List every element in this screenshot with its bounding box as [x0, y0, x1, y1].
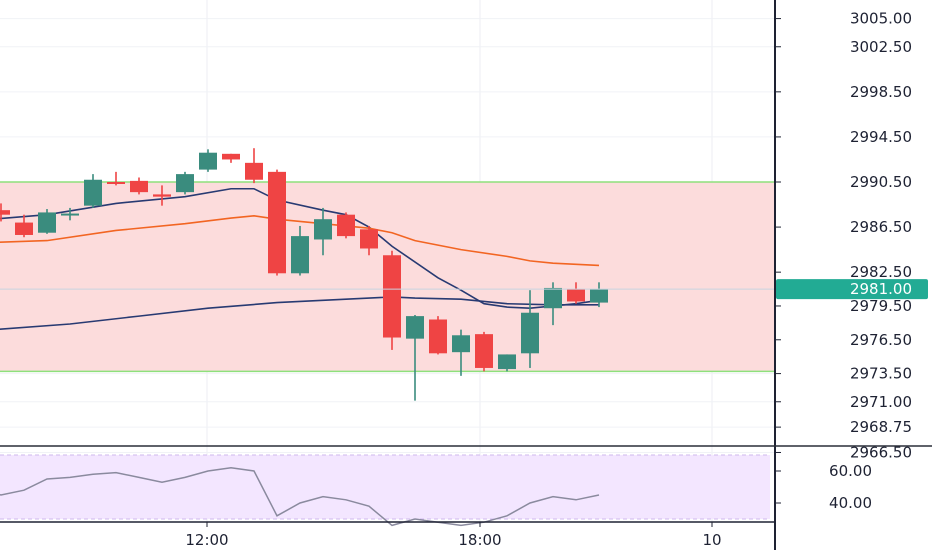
last-price-label: 2981.00 — [850, 280, 912, 298]
candle-body — [84, 179, 102, 206]
rsi-line — [0, 467, 600, 527]
price-tick-label: 2998.50 — [850, 83, 912, 101]
rsi-tick-label: 60.00 — [829, 462, 872, 480]
candle-body — [0, 210, 10, 215]
time-tick-label: 18:00 — [458, 531, 501, 549]
price-tick-label: 2968.75 — [850, 418, 912, 436]
candle-body — [245, 162, 263, 180]
candle-body — [222, 153, 240, 160]
candle-body — [291, 236, 309, 274]
candle-body — [130, 180, 148, 193]
candle-body — [360, 229, 378, 249]
price-tick-label: 2966.50 — [850, 443, 912, 461]
price-tick-label: 2990.50 — [850, 173, 912, 191]
rsi-tick-label: 40.00 — [829, 494, 872, 512]
candle-body — [314, 219, 332, 240]
time-tick-label: 10 — [702, 531, 721, 549]
candle-body — [452, 335, 470, 353]
price-tick-label: 2986.50 — [850, 218, 912, 236]
time-axis[interactable]: 12:00 18:00 10 — [0, 521, 775, 549]
price-tick-label: 3005.00 — [850, 10, 912, 28]
candle-body — [107, 182, 125, 184]
moving-average-line — [0, 296, 599, 330]
price-tick-label: 2976.50 — [850, 331, 912, 349]
price-tick-label: 2994.50 — [850, 128, 912, 146]
price-tick-label: 2971.00 — [850, 393, 912, 411]
candles — [0, 148, 608, 401]
candle-body — [199, 152, 217, 170]
candle-body — [429, 319, 447, 354]
price-tick-label: 3002.50 — [850, 38, 912, 56]
time-tick-label: 12:00 — [185, 531, 228, 549]
candle-body — [544, 287, 562, 309]
rsi-panel — [0, 455, 770, 519]
candle-body — [268, 171, 286, 274]
candle-body — [61, 213, 79, 216]
last-price-badge — [776, 279, 928, 300]
candle-body — [38, 212, 56, 233]
candle-body — [475, 334, 493, 368]
candle-body — [337, 214, 355, 237]
candle-body — [590, 289, 608, 303]
price-tick-label: 2973.50 — [850, 365, 912, 383]
candle-body — [567, 289, 585, 302]
price-tick-label: 2982.50 — [850, 263, 912, 281]
rsi-axis: 60.00 40.00 — [775, 462, 872, 512]
candle-body — [406, 316, 424, 339]
candle-body — [521, 312, 539, 354]
candle-body — [498, 354, 516, 370]
candle-body — [176, 174, 194, 193]
candle-body — [15, 222, 33, 235]
candle-body — [383, 255, 401, 338]
price-tick-label: 2979.50 — [850, 297, 912, 315]
price-axis[interactable]: 3005.00 3002.50 2998.50 2994.50 2990.50 2986.… — [775, 10, 912, 462]
candle-body — [153, 194, 171, 197]
